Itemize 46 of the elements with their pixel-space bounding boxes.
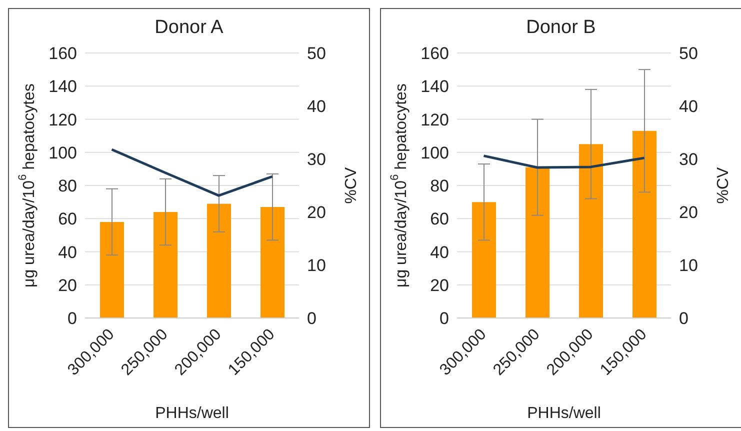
chart-title: Donor A	[154, 17, 224, 40]
bar	[260, 207, 284, 318]
y-tick-label: 0	[440, 309, 449, 328]
bar	[100, 222, 124, 318]
bar	[472, 202, 496, 318]
y-tick-label: 80	[58, 176, 77, 196]
y2-tick-label: 10	[307, 256, 326, 276]
bar	[579, 144, 603, 318]
y2-tick-label: 30	[679, 150, 698, 170]
y-tick-label: 40	[430, 242, 449, 262]
y-tick-label: 40	[58, 242, 77, 262]
y2-tick-label: 40	[679, 97, 698, 116]
y2-tick-label: 50	[307, 44, 326, 64]
line-series	[482, 154, 646, 169]
x-axis-title: PHHs/well	[527, 405, 601, 422]
y-tick-label: 60	[58, 210, 77, 229]
bar	[207, 204, 231, 318]
y2-tick-label: 30	[307, 150, 326, 170]
y2-tick-label: 20	[679, 203, 698, 222]
y2-tick-label: 0	[679, 309, 688, 328]
y-tick-label: 80	[430, 176, 449, 196]
line-series	[110, 148, 274, 197]
bar	[526, 167, 550, 318]
y-tick-label: 120	[48, 110, 77, 130]
y-tick-label: 20	[58, 276, 77, 295]
y-tick-label: 20	[430, 276, 449, 295]
y-tick-label: 0	[68, 309, 77, 328]
y2-tick-label: 50	[679, 44, 698, 64]
y-tick-label: 60	[430, 210, 449, 229]
x-axis-title: PHHs/well	[155, 405, 229, 422]
y2-axis-title: %CV	[714, 166, 732, 204]
chart-title: Donor B	[525, 17, 597, 40]
bar	[632, 130, 656, 318]
y2-tick-label: 40	[307, 97, 326, 116]
y-tick-label: 160	[420, 44, 449, 64]
bar	[154, 212, 178, 318]
y2-tick-label: 0	[307, 309, 316, 328]
y-tick-label: 140	[48, 77, 77, 96]
y-tick-label: 100	[48, 143, 77, 162]
y2-axis-title: %CV	[342, 166, 360, 204]
y-tick-label: 120	[420, 110, 449, 130]
y2-tick-label: 10	[679, 256, 698, 276]
y-tick-label: 100	[420, 143, 449, 162]
y-tick-label: 140	[420, 77, 449, 96]
y-tick-label: 160	[48, 44, 77, 64]
y2-tick-label: 20	[307, 203, 326, 222]
